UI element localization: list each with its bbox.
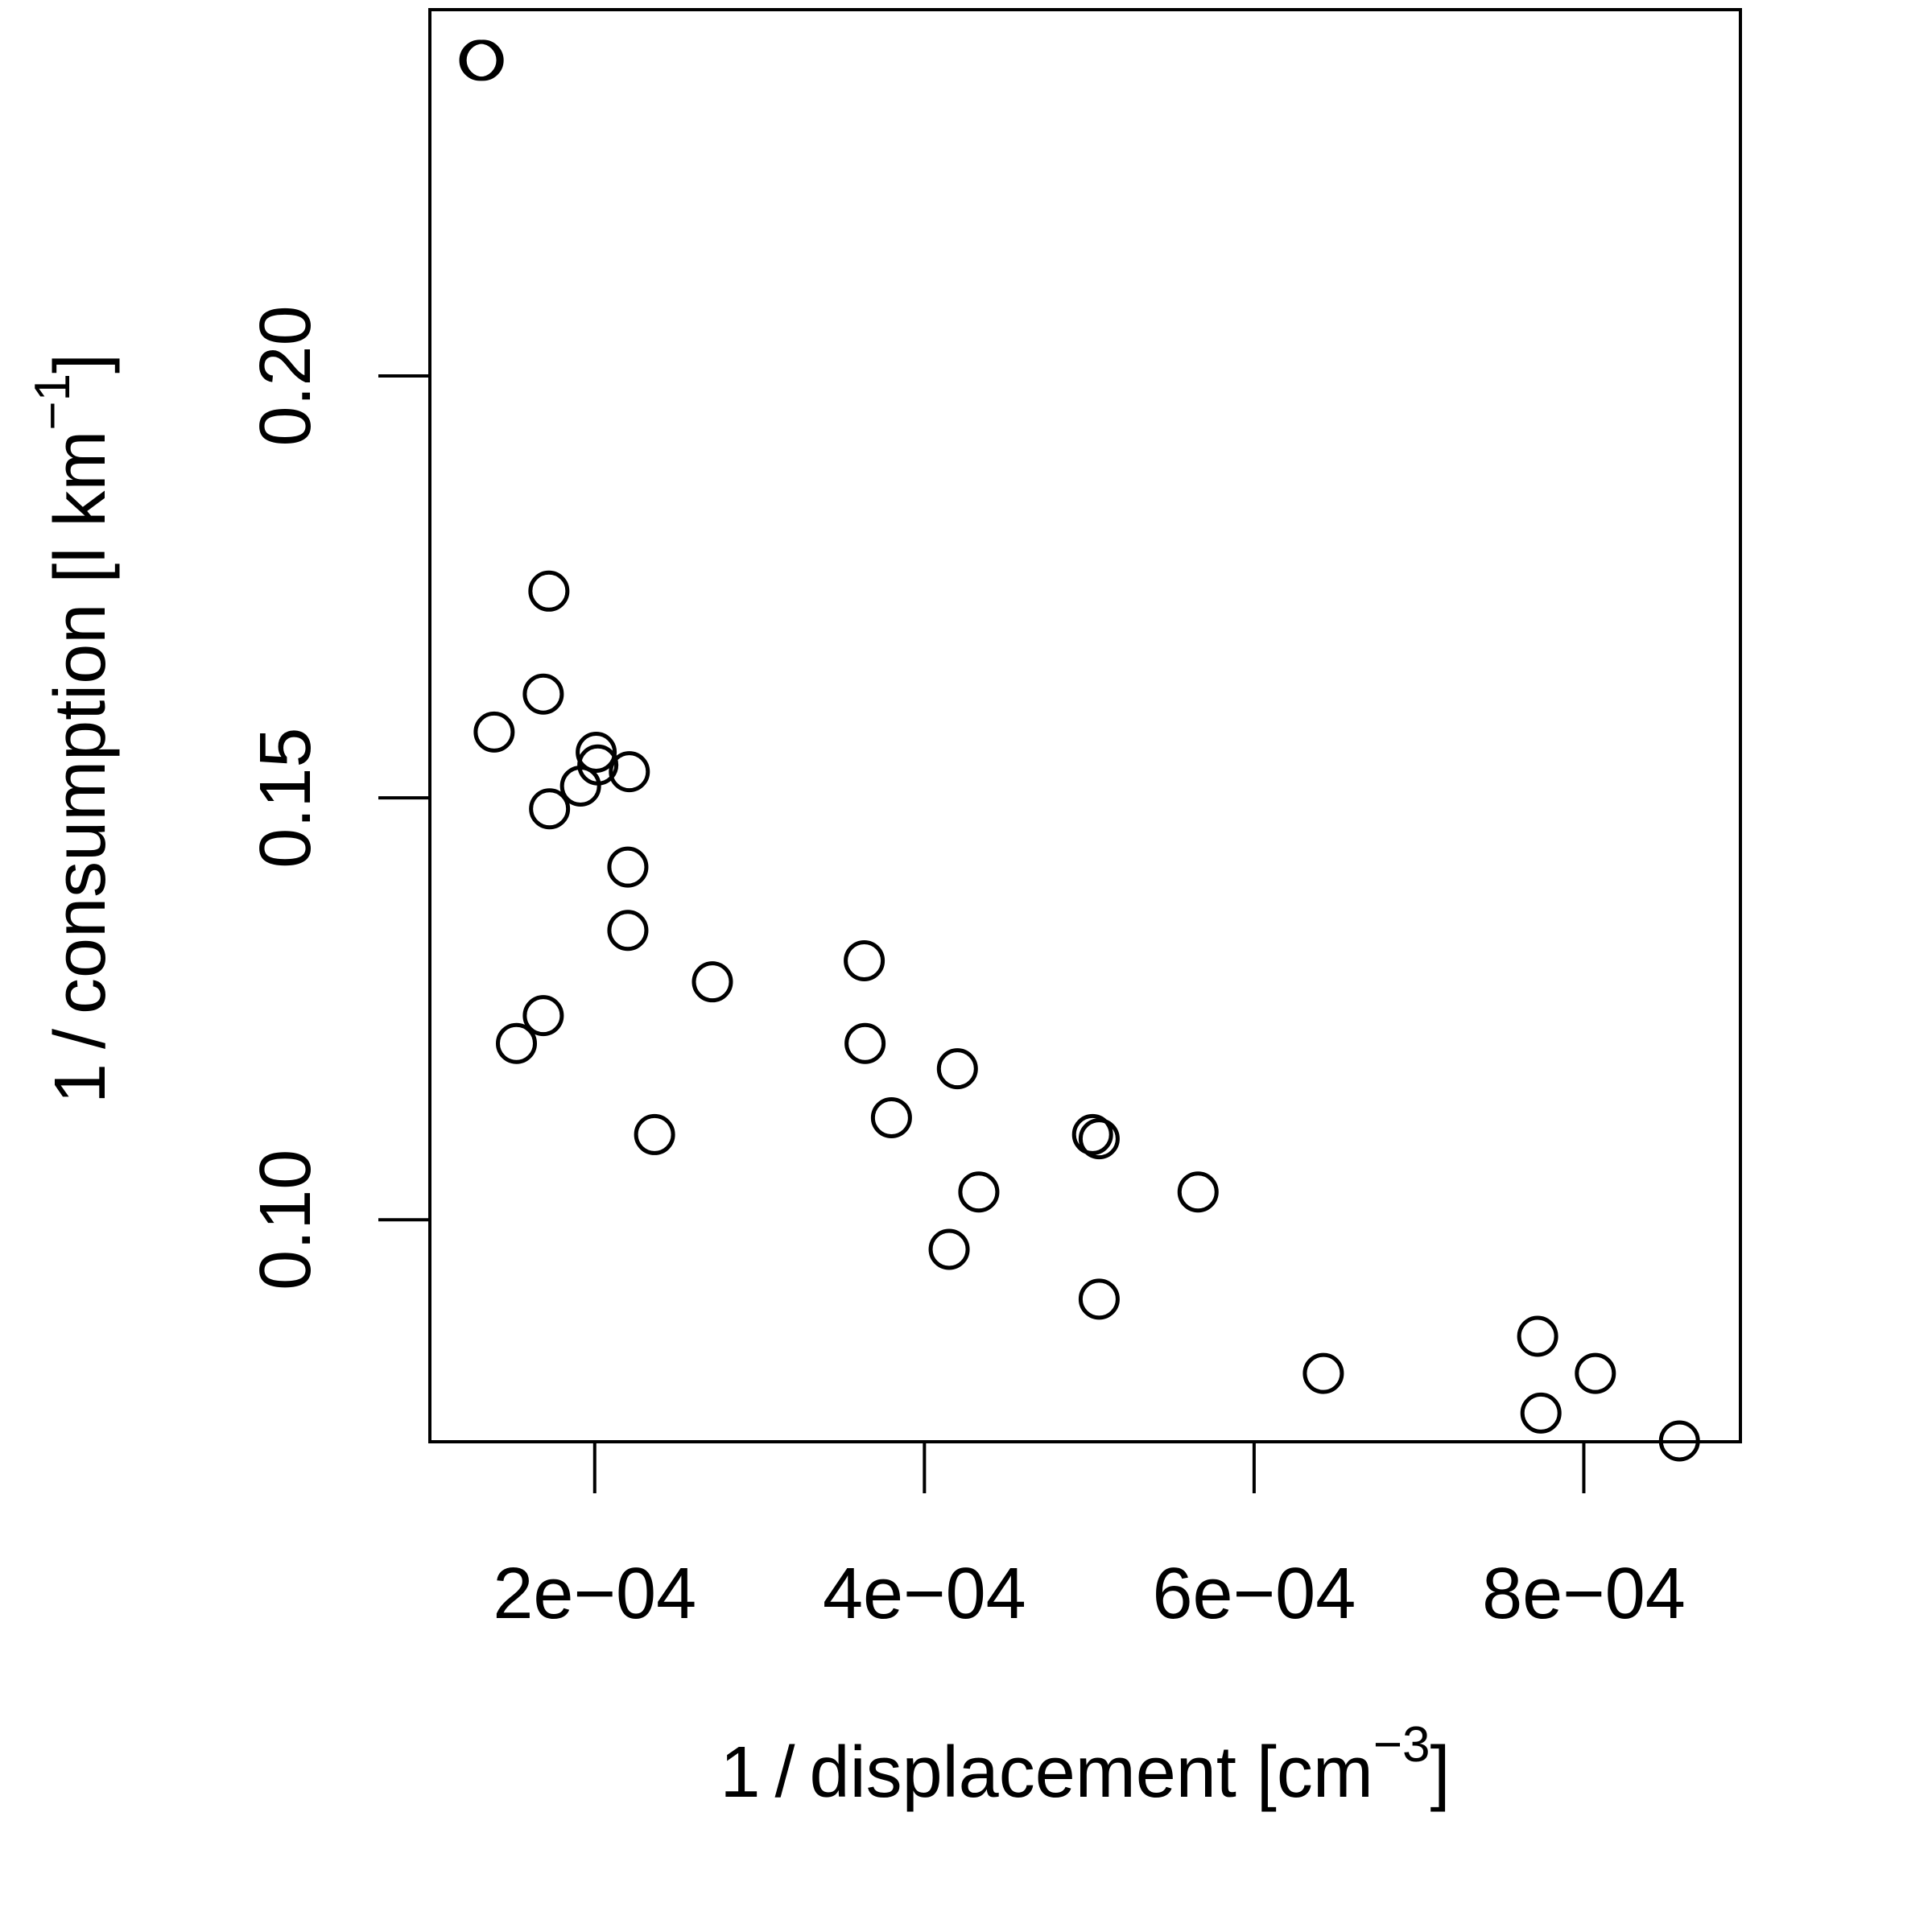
data-point (1520, 1392, 1562, 1434)
x-tick-label: 8e−04 (1482, 1554, 1686, 1634)
data-point (528, 570, 570, 612)
x-axis: 2e−04 4e−04 6e−04 8e−04 (493, 1442, 1686, 1634)
x-tick-label: 6e−04 (1153, 1554, 1356, 1634)
data-point (870, 1096, 912, 1138)
x-axis-label-main: 1 / displacement [cm (720, 1732, 1373, 1813)
data-point (529, 788, 571, 830)
data-point (462, 39, 504, 81)
data-point (1071, 1113, 1113, 1155)
data-point (634, 1113, 675, 1155)
data-point (1658, 1420, 1700, 1462)
data-point (844, 1022, 886, 1064)
data-point (1302, 1352, 1344, 1394)
data-point (607, 910, 649, 952)
data-point (1177, 1171, 1219, 1213)
data-point (1078, 1118, 1120, 1160)
y-axis-label-close: ] (40, 353, 121, 374)
x-axis-label-superscript: −3 (1373, 1717, 1430, 1773)
data-point (522, 673, 564, 715)
data-point (522, 995, 564, 1037)
data-point (1517, 1315, 1558, 1357)
data-point (1078, 1278, 1120, 1320)
data-point (691, 961, 733, 1003)
y-axis-label-main: 1 / consumption [l km (40, 431, 121, 1104)
x-axis-label: 1 / displacement [cm−3] (720, 1717, 1450, 1813)
data-points (459, 39, 1700, 1462)
x-tick-label: 4e−04 (823, 1554, 1026, 1634)
x-tick-label: 2e−04 (493, 1554, 696, 1634)
data-point (576, 732, 617, 774)
data-point (459, 39, 501, 81)
data-point (936, 1048, 978, 1090)
data-point (473, 711, 515, 753)
y-axis: 0.10 0.15 0.20 (246, 305, 430, 1290)
y-tick-label: 0.20 (246, 305, 326, 446)
y-axis-label-superscript: −1 (25, 374, 80, 431)
data-point (958, 1171, 1000, 1213)
plot-frame (428, 8, 1742, 1443)
data-point (844, 939, 886, 981)
x-axis-label-close: ] (1430, 1732, 1451, 1813)
data-point (609, 751, 650, 793)
y-tick-label: 0.15 (246, 728, 326, 869)
y-axis-label: 1 / consumption [l km−1] (25, 353, 121, 1104)
data-point (496, 1022, 538, 1064)
data-point (607, 846, 649, 888)
data-point (1575, 1352, 1616, 1394)
data-point (577, 744, 619, 786)
y-tick-label: 0.10 (246, 1150, 326, 1290)
data-point (928, 1228, 970, 1270)
